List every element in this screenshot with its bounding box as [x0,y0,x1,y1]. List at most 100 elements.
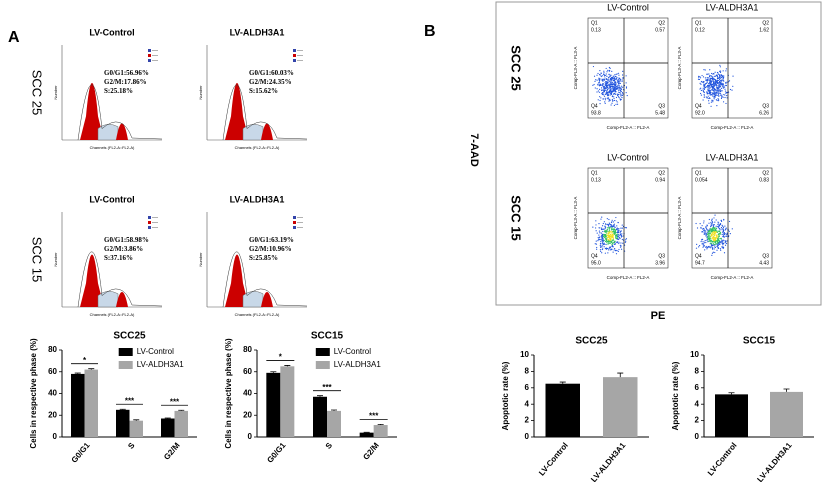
quadrant-name: Q1 [695,20,702,26]
event-dot [715,90,716,91]
event-dot [720,248,721,249]
event-dot [599,70,600,71]
event-dot [610,76,611,77]
plot-title: LV-ALDH3A1 [706,152,759,162]
event-dot [719,228,720,229]
event-dot [721,227,722,228]
event-dot [614,74,615,75]
quadrant-value: 3.96 [655,260,665,266]
event-dot [625,242,626,243]
event-dot [610,243,611,244]
y-tick-label: 60 [48,367,57,376]
event-dot [730,89,731,90]
legend-label: LV-Control [334,347,371,356]
y-tick-label: 20 [243,410,252,419]
event-dot [712,222,713,223]
error-bar [88,369,94,370]
event-dot [716,75,717,76]
event-dot [732,86,733,87]
event-dot [611,231,612,232]
event-dot [612,99,613,100]
event-dot [603,92,604,93]
event-dot [607,241,608,242]
event-dot [611,92,612,93]
event-dot [705,231,706,232]
error-bar [378,424,384,425]
event-dot [605,94,606,95]
quadrant-value: 4.43 [759,260,769,266]
event-dot [705,69,706,70]
event-dot [712,101,713,102]
event-dot [606,76,607,77]
event-dot [703,243,704,244]
bar [603,377,638,437]
event-dot [719,93,720,94]
event-dot [700,227,701,228]
s-phase [98,124,118,140]
event-dot [608,94,609,95]
event-dot [706,228,707,229]
bar [770,392,803,437]
event-dot [613,84,614,85]
event-dot [620,247,621,248]
panel-label: A [8,29,20,46]
legend-swatch [316,361,330,369]
event-dot [608,74,609,75]
event-dot [604,236,605,237]
event-dot [601,227,602,228]
s-phase [98,291,118,307]
bar [71,374,85,437]
y-tick-label: 80 [243,345,252,354]
event-dot [597,80,598,81]
axis-label: Comp-FL2-A :: FL2-A [711,125,754,130]
event-dot [627,95,628,96]
event-dot [717,95,718,96]
event-dot [722,236,723,237]
event-dot [599,80,600,81]
event-dot [719,65,720,66]
event-dot [605,248,606,249]
event-dot [602,94,603,95]
event-dot [712,100,713,101]
y-tick-label: 8 [525,367,530,376]
event-dot [711,246,712,247]
s-phase [243,291,263,307]
event-dot [615,250,616,251]
event-dot [595,79,596,80]
event-dot [717,87,718,88]
event-dot [722,234,723,235]
error-bar [560,382,566,384]
event-dot [725,240,726,241]
event-dot [621,235,622,236]
event-dot [714,227,715,228]
event-dot [610,86,611,87]
event-dot [595,224,596,225]
event-dot [714,93,715,94]
event-dot [610,241,611,242]
event-dot [723,97,724,98]
event-dot [712,227,713,228]
event-dot [598,78,599,79]
event-dot [704,89,705,90]
legend-key [293,59,296,62]
axis-label: Comp-FL3-A :: FL3-A [677,47,682,90]
axis-label: Comp-FL3-A :: FL3-A [677,197,682,240]
event-dot [713,252,714,253]
event-dot [709,98,710,99]
event-dot [714,224,715,225]
event-dot [708,98,709,99]
event-dot [723,101,724,102]
y-tick-label: 6 [525,383,530,392]
event-dot [719,81,720,82]
event-dot [707,77,708,78]
event-dot [616,88,617,89]
event-dot [613,234,614,235]
event-dot [711,73,712,74]
event-dot [610,249,611,250]
event-dot [715,230,716,231]
event-dot [626,86,627,87]
event-dot [626,227,627,228]
event-dot [606,86,607,87]
legend-key [148,59,151,62]
event-dot [699,245,700,246]
